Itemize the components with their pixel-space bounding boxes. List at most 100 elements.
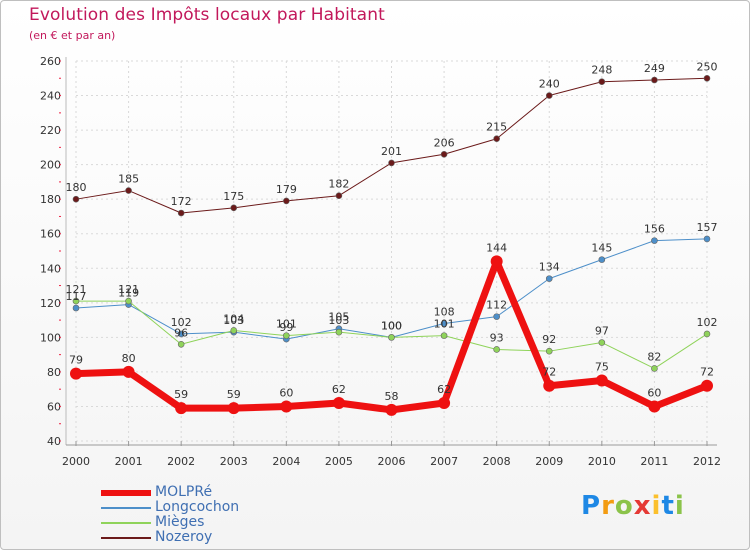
data-point-molpr <box>227 402 240 415</box>
logo-letter: x <box>633 491 652 521</box>
chart-subtitle: (en € et par an) <box>29 29 116 42</box>
data-point-longcochon <box>72 304 80 312</box>
chart-title: Evolution des Impôts locaux par Habitant <box>29 5 385 25</box>
data-point-nozeroy <box>598 78 606 86</box>
data-point-longcochon <box>545 275 553 282</box>
y-tick-label: 80 <box>47 366 61 379</box>
x-tick-label: 2012 <box>693 455 721 468</box>
data-label-nozeroy: 182 <box>328 178 349 191</box>
x-tick-label: 2004 <box>272 455 300 468</box>
data-label-molpr: 72 <box>700 366 714 379</box>
x-tick-label: 2000 <box>62 455 90 468</box>
logo-letter: i <box>651 491 662 521</box>
data-label-nozeroy: 185 <box>118 173 139 186</box>
data-label-nozeroy: 175 <box>223 190 244 203</box>
x-tick-label: 2006 <box>378 455 406 468</box>
data-point-miges <box>388 334 395 341</box>
y-tick-label: 180 <box>40 193 61 206</box>
data-label-miges: 104 <box>223 312 244 325</box>
x-tick-label: 2010 <box>588 455 616 468</box>
data-point-miges <box>230 327 238 334</box>
data-label-miges: 93 <box>490 331 504 344</box>
data-label-miges: 121 <box>66 283 87 296</box>
data-label-longcochon: 119 <box>118 287 139 300</box>
data-point-longcochon <box>651 237 658 244</box>
data-point-molpr <box>280 400 293 413</box>
data-point-miges <box>125 297 132 305</box>
data-label-molpr: 79 <box>69 354 83 367</box>
data-point-longcochon <box>493 313 500 320</box>
data-label-molpr: 60 <box>279 386 293 399</box>
x-tick-label: 2005 <box>325 455 353 468</box>
data-label-nozeroy: 201 <box>381 145 402 158</box>
data-label-longcochon: 112 <box>486 299 507 312</box>
data-label-longcochon: 157 <box>697 221 718 234</box>
logo-letter: o <box>614 491 634 521</box>
logo-letter: t <box>661 491 675 521</box>
data-point-molpr <box>543 379 556 392</box>
data-label-molpr: 59 <box>174 388 188 401</box>
data-label-nozeroy: 179 <box>276 183 297 196</box>
x-tick-label: 2002 <box>167 455 195 468</box>
legend-label-longcochon: Longcochon <box>155 499 240 515</box>
y-tick-label: 200 <box>40 159 61 172</box>
data-label-molpr: 75 <box>595 361 609 374</box>
data-point-miges <box>703 330 711 338</box>
data-label-miges: 92 <box>542 333 556 346</box>
legend-label-mieges: Mièges <box>155 514 205 530</box>
data-point-nozeroy <box>703 74 711 82</box>
data-point-miges <box>493 346 500 353</box>
data-label-miges: 100 <box>381 319 402 332</box>
data-point-nozeroy <box>125 187 132 194</box>
data-label-longcochon: 105 <box>328 311 349 324</box>
x-tick-label: 2007 <box>430 455 458 468</box>
data-label-longcochon: 134 <box>539 261 560 274</box>
data-label-longcochon: 100 <box>381 319 402 332</box>
data-point-nozeroy <box>230 204 238 212</box>
legend-swatch-molpre <box>101 490 151 496</box>
logo-letter: i <box>674 491 685 521</box>
data-label-nozeroy: 180 <box>66 181 87 194</box>
data-label-miges: 82 <box>647 350 661 363</box>
y-tick-label: 240 <box>40 90 61 103</box>
data-point-molpr <box>175 402 188 415</box>
data-point-molpr <box>490 255 503 268</box>
data-label-molpr: 62 <box>332 383 346 396</box>
legend-item-nozeroy: Nozeroy <box>101 529 321 546</box>
y-tick-label: 40 <box>47 435 61 448</box>
data-label-miges: 96 <box>174 326 188 339</box>
data-point-nozeroy <box>651 76 658 84</box>
data-point-nozeroy <box>493 135 500 143</box>
x-tick-label: 2009 <box>535 455 563 468</box>
data-point-miges <box>72 297 80 305</box>
legend-label-molpre: MOLPRé <box>155 484 213 500</box>
x-tick-label: 2008 <box>483 455 511 468</box>
data-point-molpr <box>122 365 135 378</box>
data-point-longcochon <box>440 320 448 327</box>
data-label-molpr: 58 <box>385 390 399 403</box>
data-label-miges: 121 <box>118 283 139 296</box>
data-label-molpr: 62 <box>437 383 451 396</box>
data-label-miges: 103 <box>328 314 349 327</box>
data-point-miges <box>440 332 448 339</box>
data-label-nozeroy: 215 <box>486 121 507 134</box>
data-label-longcochon: 117 <box>66 290 87 303</box>
data-point-molpr <box>332 397 345 409</box>
data-point-nozeroy <box>177 209 185 217</box>
data-point-miges <box>598 339 606 346</box>
data-point-molpr <box>701 379 713 392</box>
logo-letter: P <box>581 491 602 521</box>
legend-swatch-nozeroy <box>101 537 151 539</box>
data-point-longcochon <box>703 235 711 243</box>
data-point-miges <box>283 332 290 339</box>
logo-letter: r <box>601 491 615 521</box>
proxiti-logo: Proxiti <box>581 491 685 521</box>
data-point-molpr <box>70 367 82 380</box>
data-point-miges <box>651 365 658 372</box>
data-label-longcochon: 108 <box>434 306 455 319</box>
data-point-nozeroy <box>335 192 343 200</box>
data-point-nozeroy <box>440 150 448 158</box>
legend-swatch-longcochon <box>101 507 151 509</box>
